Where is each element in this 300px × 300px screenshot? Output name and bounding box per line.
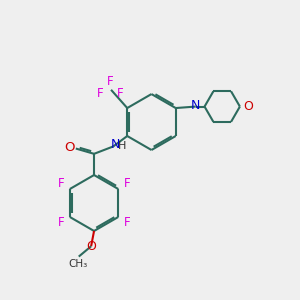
Text: O: O xyxy=(86,240,96,253)
Text: F: F xyxy=(124,177,130,190)
Text: N: N xyxy=(191,99,200,112)
Text: F: F xyxy=(107,75,114,88)
Text: F: F xyxy=(58,177,64,190)
Text: F: F xyxy=(97,87,103,100)
Text: F: F xyxy=(117,87,123,100)
Text: O: O xyxy=(243,100,253,113)
Text: F: F xyxy=(124,216,130,229)
Text: CH₃: CH₃ xyxy=(68,259,88,269)
Text: N: N xyxy=(111,138,120,151)
Text: F: F xyxy=(58,216,64,229)
Text: H: H xyxy=(118,142,126,152)
Text: O: O xyxy=(64,141,75,154)
